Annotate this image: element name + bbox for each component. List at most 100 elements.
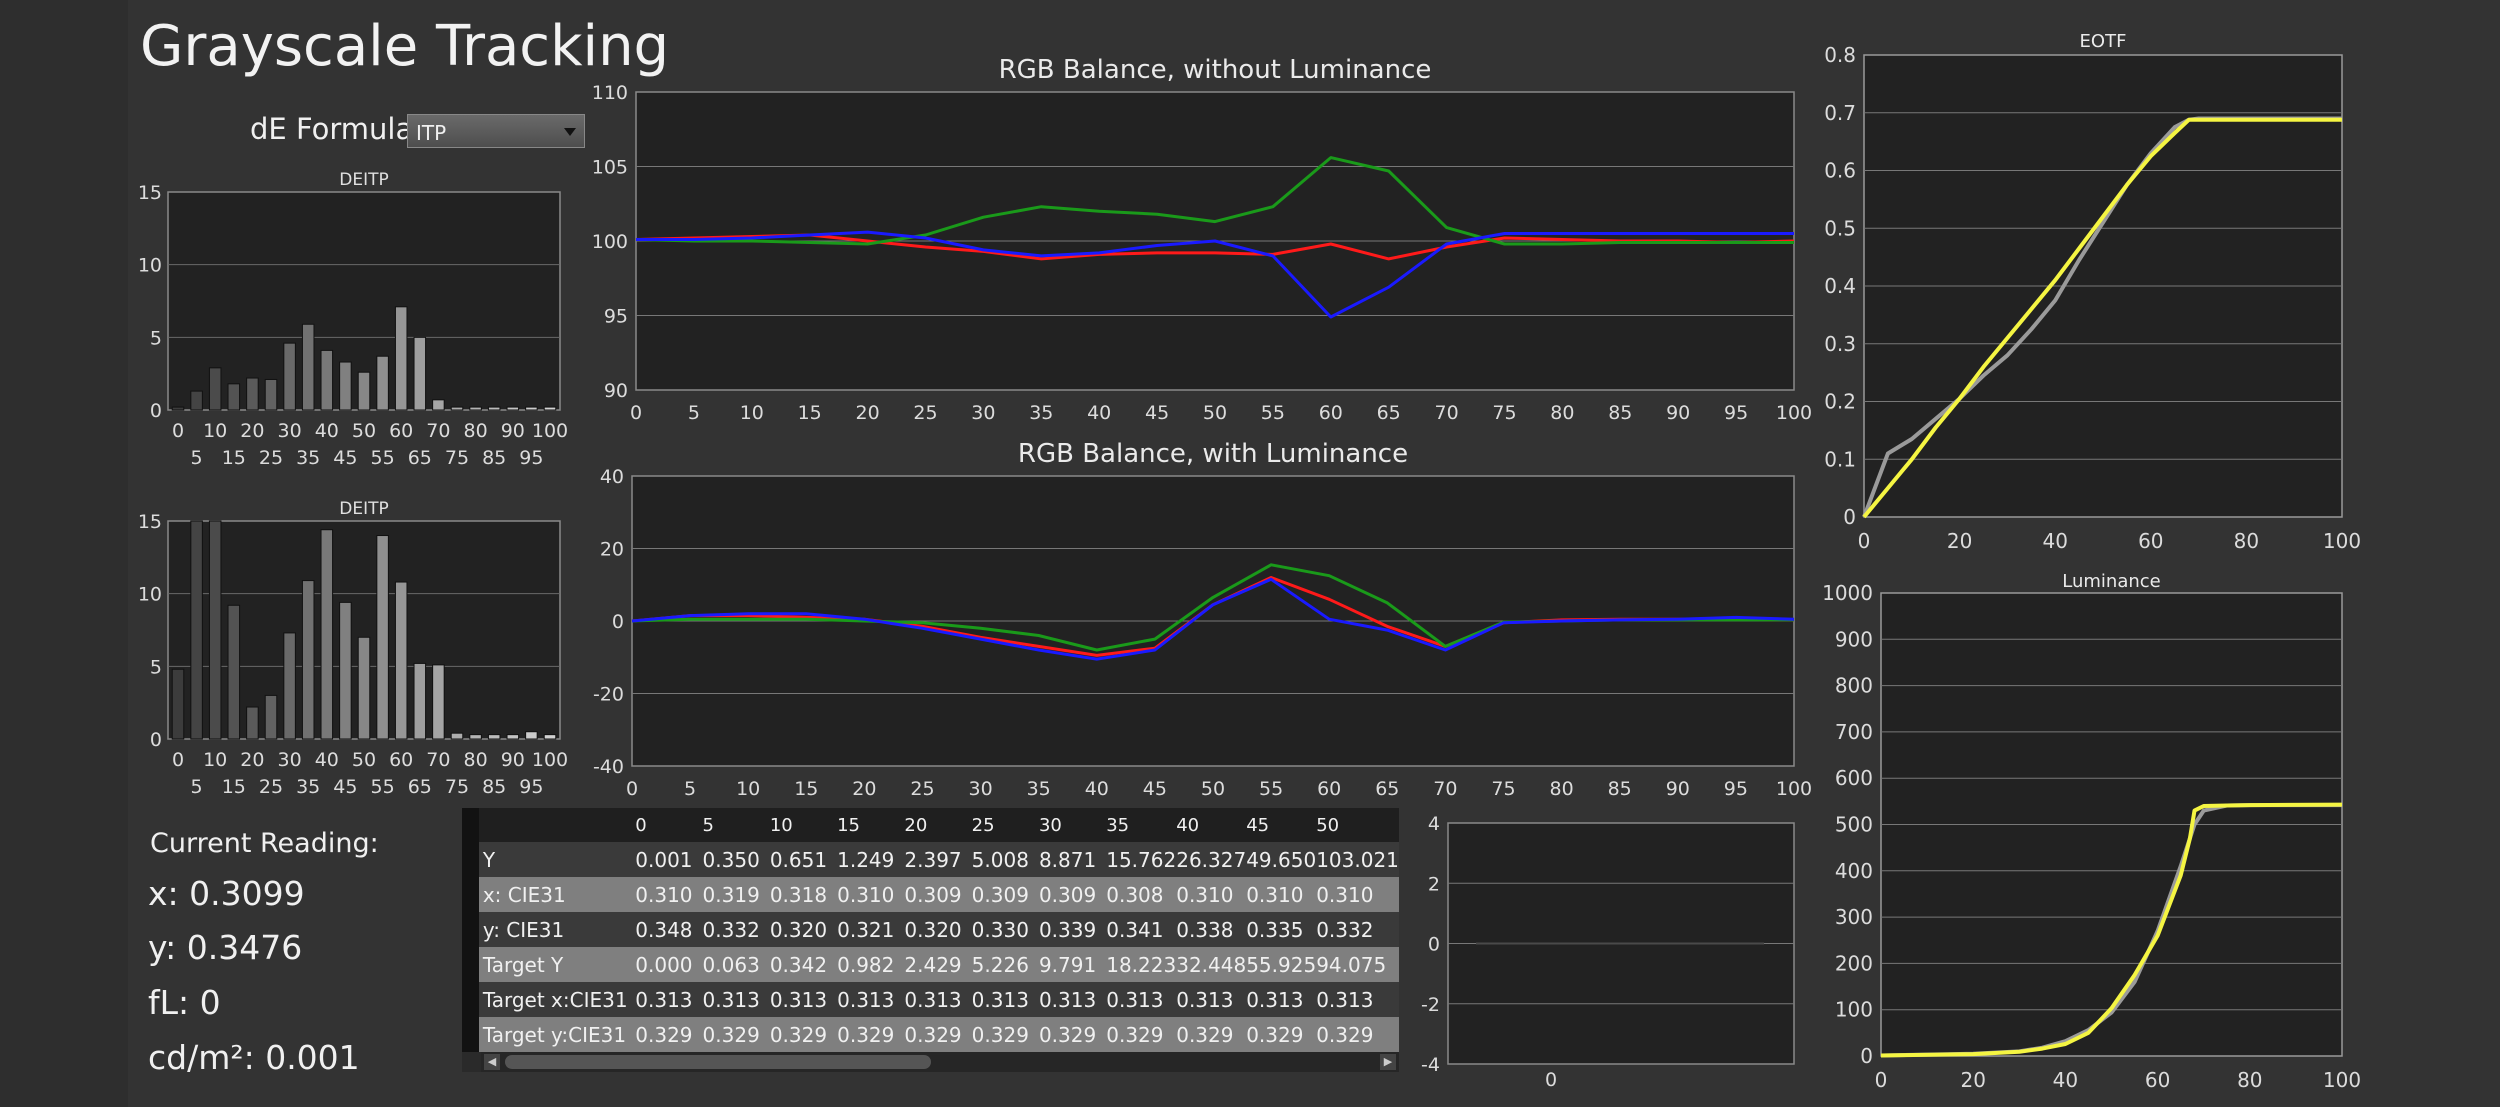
table-row-label: Target Y	[478, 947, 636, 982]
table-cell: 0.308	[1106, 877, 1177, 912]
deitp1-bar	[487, 406, 501, 411]
rgb2-x-tick-label: 45	[1143, 778, 1167, 800]
table-column-header: 30	[1038, 808, 1107, 842]
deitp1-x-tick-label: 15	[222, 447, 246, 469]
rgb2-x-tick-label: 80	[1550, 778, 1574, 800]
rgb1-x-tick-label: 50	[1203, 402, 1227, 424]
lum-y-tick-label: 300	[1835, 905, 1873, 929]
table-row[interactable]: Target x:CIE31 0.313 0.313 0.313 0.313 0.313 0…	[462, 982, 1399, 1017]
row-selector[interactable]	[462, 1017, 479, 1052]
deitp2-bar	[227, 604, 241, 740]
table-row[interactable]: Y 0.001 0.350 0.651 1.249 2.397 5.008 8.871 15.7…	[462, 842, 1399, 877]
table-row[interactable]: y: CIE31 0.348 0.332 0.320 0.321 0.320 0.330 0.…	[462, 912, 1399, 947]
table-corner-cell	[478, 808, 636, 842]
table-cell: 5.226	[971, 947, 1039, 982]
deitp1-bar	[506, 406, 520, 411]
reading-y: y: 0.3476	[148, 928, 303, 967]
lum-title: Luminance	[2062, 571, 2160, 592]
lum-x-tick-label: 60	[2145, 1068, 2170, 1092]
table-row[interactable]: Target Y 0.000 0.063 0.342 0.982 2.429 5.226 9.…	[462, 947, 1399, 982]
deitp2-title: DEITP	[339, 499, 388, 519]
table-cell: 0.329	[769, 1017, 838, 1052]
deitp1-x-tick-label: 70	[426, 420, 450, 442]
current-reading-heading: Current Reading:	[150, 828, 379, 859]
scroll-left-icon[interactable]: ◀	[484, 1054, 500, 1070]
measurement-grid: 0 5 10 15 20 25 30 35 40 45 50 Y 0.001 0.350 0.651 1.24…	[462, 808, 1399, 1052]
lum-x-tick-label: 100	[2323, 1068, 2361, 1092]
row-selector[interactable]	[462, 982, 479, 1017]
mini-y-tick-label: 4	[1428, 813, 1440, 835]
deitp1-bar	[264, 378, 278, 411]
row-selector[interactable]	[462, 877, 479, 912]
rgb2-x-tick-label: 85	[1608, 778, 1632, 800]
table-cell: 0.313	[702, 982, 770, 1017]
table-column-header: 25	[971, 808, 1039, 842]
lum-y-tick-label: 400	[1835, 859, 1873, 883]
table-cell: 0.313	[971, 982, 1039, 1017]
table-horizontal-scrollbar[interactable]: ◀ ▶	[481, 1052, 1399, 1072]
de-formula-value: ITP	[416, 121, 447, 145]
rgb2-x-tick-label: 70	[1433, 778, 1457, 800]
eotf-y-tick-label: 0.6	[1824, 159, 1856, 183]
row-selector[interactable]	[462, 947, 479, 982]
rgb1-x-tick-label: 65	[1377, 402, 1401, 424]
row-selector[interactable]	[462, 808, 479, 842]
lum-y-tick-label: 700	[1835, 720, 1873, 744]
measurement-table[interactable]: 0 5 10 15 20 25 30 35 40 45 50 Y 0.001 0.350 0.651 1.24…	[462, 808, 1399, 1072]
eotf-y-tick-label: 0.5	[1824, 216, 1856, 240]
table-row[interactable]: Target y:CIE31 0.329 0.329 0.329 0.329 0.329 0…	[462, 1017, 1399, 1052]
row-selector[interactable]	[462, 912, 479, 947]
table-row-label: y: CIE31	[478, 912, 636, 947]
lum-x-tick-label: 20	[1960, 1068, 1985, 1092]
scroll-right-icon[interactable]: ▶	[1380, 1054, 1396, 1070]
deitp2-bar	[320, 529, 334, 740]
scrollbar-thumb[interactable]	[505, 1055, 931, 1069]
deitp1-y-tick-label: 5	[150, 327, 162, 349]
eotf-y-tick-label: 0.4	[1824, 274, 1856, 298]
lum-x-tick-label: 0	[1875, 1068, 1888, 1092]
chevron-down-icon[interactable]	[564, 128, 576, 136]
deitp2-x-tick-label: 0	[172, 749, 184, 771]
table-cell: 0.319	[702, 877, 770, 912]
rgb2-y-tick-label: -40	[593, 756, 624, 778]
rgb2-x-tick-label: 30	[969, 778, 993, 800]
table-cell: 0.320	[904, 912, 972, 947]
rgb1-x-tick-label: 20	[856, 402, 880, 424]
table-cell: 8.871	[1038, 842, 1107, 877]
table-row[interactable]: x: CIE31 0.310 0.319 0.318 0.310 0.309 0.309 0.…	[462, 877, 1399, 912]
rgb2-x-tick-label: 95	[1724, 778, 1748, 800]
reading-fl: fL: 0	[148, 983, 221, 1022]
rgb1-blue-line	[636, 230, 1794, 319]
table-cell: 0.329	[702, 1017, 770, 1052]
rgb1-x-tick-label: 0	[630, 402, 642, 424]
table-cell: 0.310	[635, 877, 703, 912]
table-cell: 0.329	[635, 1017, 703, 1052]
deitp2-y-tick-label: 5	[150, 656, 162, 678]
table-cell: 5.008	[971, 842, 1039, 877]
deitp2-x-tick-label: 55	[371, 776, 395, 798]
deitp2-bar	[208, 520, 222, 740]
lum-y-tick-label: 1000	[1822, 581, 1873, 605]
deitp1-bar	[246, 377, 259, 411]
deitp2-bar	[506, 734, 520, 740]
rgb1-y-tick-label: 100	[592, 231, 628, 253]
row-selector[interactable]	[462, 842, 479, 877]
deitp1-bar	[450, 406, 464, 411]
deitp1-x-tick-label: 90	[501, 420, 525, 442]
de-formula-select[interactable]: ITP	[407, 114, 585, 148]
lum-y-tick-label: 200	[1835, 951, 1873, 975]
deitp2-x-tick-label: 60	[389, 749, 413, 771]
rgb1-x-tick-label: 85	[1608, 402, 1632, 424]
table-cell: 2.429	[904, 947, 972, 982]
rgb1-title: RGB Balance, without Luminance	[999, 55, 1432, 85]
deitp1-y-tick-label: 15	[138, 182, 162, 204]
table-column-header: 15	[837, 808, 905, 842]
rgb2-x-tick-label: 65	[1375, 778, 1399, 800]
table-cell: 0.313	[904, 982, 972, 1017]
rgb1-x-tick-label: 90	[1666, 402, 1690, 424]
rgb2-x-tick-label: 40	[1085, 778, 1109, 800]
deitp2-bar	[190, 520, 203, 740]
deitp2-x-tick-label: 20	[240, 749, 264, 771]
eotf-x-tick-label: 100	[2323, 529, 2361, 553]
